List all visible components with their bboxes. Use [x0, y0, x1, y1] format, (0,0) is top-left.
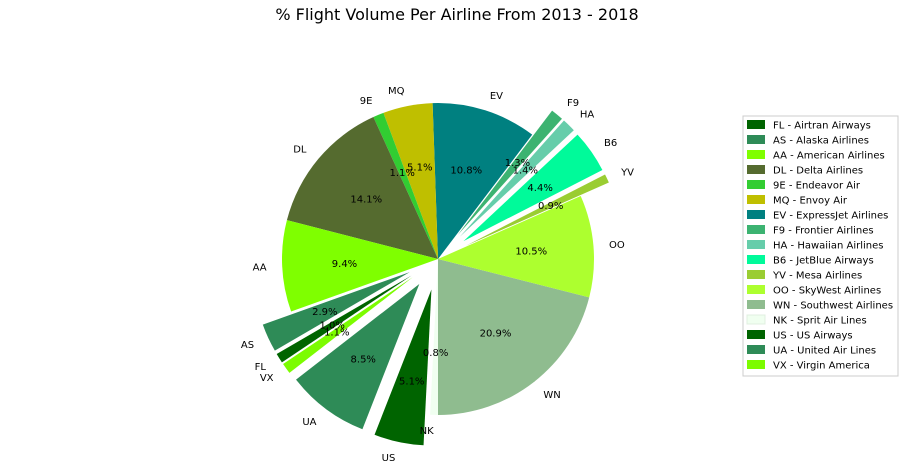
slice-category-label: VX	[260, 373, 274, 384]
slice-category-label: AA	[253, 262, 267, 273]
legend-swatch	[747, 330, 765, 339]
legend-swatch	[747, 180, 765, 189]
slice-percent-label: 0.8%	[423, 348, 448, 359]
slice-category-label: OO	[609, 240, 625, 251]
slice-percent-label: 4.4%	[527, 183, 552, 194]
slice-percent-label: 10.8%	[450, 165, 482, 176]
legend-label: 9E - Endeavor Air	[773, 181, 861, 192]
slice-percent-label: 1.3%	[505, 158, 530, 169]
legend-swatch	[747, 255, 765, 264]
slice-percent-label: 14.1%	[350, 194, 382, 205]
legend-label: AA - American Airlines	[773, 151, 885, 162]
slice-category-label: FL	[255, 362, 267, 373]
slice-category-label: F9	[567, 98, 579, 109]
slice-nk	[430, 259, 438, 415]
slice-percent-label: 20.9%	[480, 328, 512, 339]
legend-label: VX - Virgin America	[773, 361, 870, 372]
slice-category-label: YV	[620, 167, 634, 178]
legend-label: MQ - Envoy Air	[773, 196, 848, 207]
slice-category-label: MQ	[388, 86, 405, 97]
slice-category-label: DL	[293, 144, 307, 155]
slice-category-label: B6	[604, 138, 617, 149]
slice-percent-label: 1.1%	[324, 328, 349, 339]
slice-percent-label: 5.1%	[399, 377, 424, 388]
slice-percent-label: 0.9%	[538, 201, 563, 212]
legend-swatch	[747, 315, 765, 324]
legend-swatch	[747, 195, 765, 204]
legend-label: HA - Hawaiian Airlines	[773, 241, 883, 252]
legend-label: YV - Mesa Airlines	[772, 271, 862, 282]
legend-label: WN - Southwest Airlines	[773, 301, 893, 312]
legend-label: FL - Airtran Airways	[773, 121, 871, 132]
slice-category-label: WN	[543, 390, 560, 401]
legend-swatch	[747, 300, 765, 309]
legend-label: EV - ExpressJet Airlines	[773, 211, 888, 222]
legend-swatch	[747, 345, 765, 354]
slice-percent-label: 2.9%	[312, 307, 337, 318]
legend-swatch	[747, 270, 765, 279]
legend-label: NK - Sprit Air Lines	[773, 316, 867, 327]
legend-swatch	[747, 165, 765, 174]
legend-label: OO - SkyWest Airlines	[773, 286, 881, 297]
legend-swatch	[747, 150, 765, 159]
legend-label: AS - Alaska Airlines	[773, 136, 869, 147]
legend-swatch	[747, 285, 765, 294]
slice-category-label: 9E	[360, 96, 373, 107]
legend-swatch	[747, 135, 765, 144]
slice-category-label: EV	[490, 91, 503, 102]
legend-swatch	[747, 360, 765, 369]
slice-category-label: US	[382, 453, 396, 464]
legend-label: DL - Delta Airlines	[773, 166, 863, 177]
slice-percent-label: 10.5%	[515, 247, 547, 258]
pie-slices: 20.9%WN10.5%OO0.9%YV4.4%B61.4%HA1.3%F910…	[241, 86, 634, 464]
slice-percent-label: 9.4%	[332, 259, 357, 270]
legend-label: US - US Airways	[773, 331, 853, 342]
legend-swatch	[747, 210, 765, 219]
slice-percent-label: 8.5%	[351, 354, 376, 365]
slice-category-label: AS	[241, 340, 254, 351]
legend-swatch	[747, 225, 765, 234]
chart-title: % Flight Volume Per Airline From 2013 - …	[275, 5, 638, 24]
legend: FL - Airtran Airways AS - Alaska Airlines…	[743, 116, 898, 376]
legend-label: B6 - JetBlue Airways	[773, 256, 874, 267]
slice-category-label: NK	[420, 426, 434, 437]
legend-label: F9 - Frontier Airlines	[773, 226, 874, 237]
legend-label: UA - United Air Lines	[773, 346, 876, 357]
slice-category-label: UA	[302, 417, 316, 428]
slice-percent-label: 1.1%	[390, 168, 415, 179]
legend-swatch	[747, 120, 765, 129]
legend-swatch	[747, 240, 765, 249]
slice-category-label: HA	[580, 110, 595, 121]
